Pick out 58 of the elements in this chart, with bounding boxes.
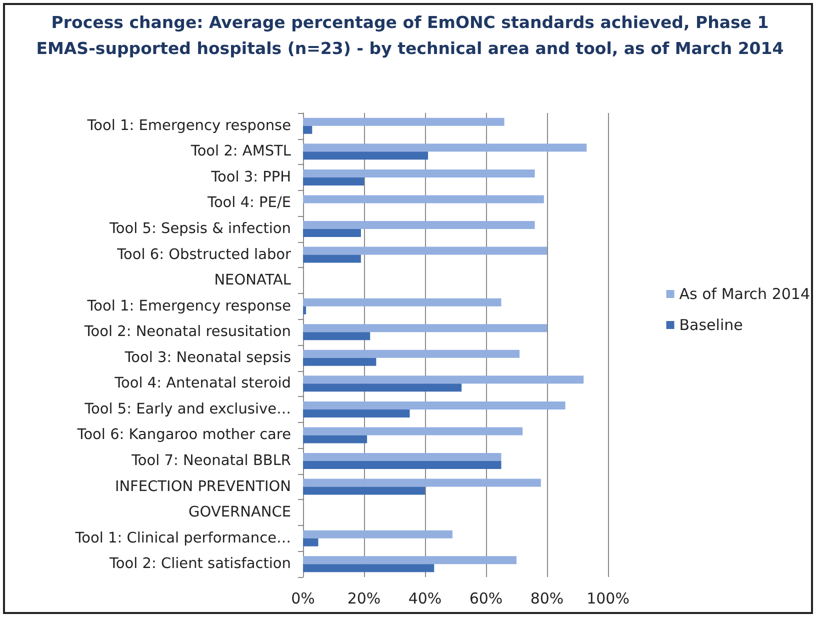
x-tick-label: 100% <box>586 590 630 608</box>
y-tick-label: Tool 5: Sepsis & infection <box>108 221 291 237</box>
bar <box>303 118 504 126</box>
bar <box>303 229 361 237</box>
y-tick-label: Tool 4: PE/E <box>206 195 291 212</box>
legend-label: As of March 2014 <box>679 285 810 303</box>
y-tick-label: Tool 2: Client satisfaction <box>108 556 291 572</box>
bar <box>303 195 544 204</box>
legend-label: Baseline <box>679 316 743 334</box>
bar <box>303 409 410 418</box>
bar <box>303 538 318 546</box>
bar <box>303 401 566 410</box>
bar <box>303 564 434 572</box>
y-tick-label: Tool 2: Neonatal resusitation <box>83 324 291 340</box>
bar <box>303 169 535 178</box>
y-tick-label: Tool 1: Emergency response <box>86 298 292 314</box>
y-tick-label: Tool 3: PPH <box>210 169 291 186</box>
bar <box>303 461 502 469</box>
bar <box>303 556 516 564</box>
chart-title: Process change: Average percentage of EmONC standards achieved, Phase 1 EMAS-supported hospitals (n=23) - by technical area and tool, as of March 2014 <box>35 12 785 60</box>
y-tick-label: INFECTION PREVENTION <box>114 478 291 495</box>
x-tick-label: 0% <box>291 590 315 608</box>
bar <box>303 478 541 487</box>
bar <box>303 486 425 495</box>
bar <box>303 350 520 358</box>
y-tick-label: NEONATAL <box>214 272 291 289</box>
bar <box>303 435 368 444</box>
x-tick-label: 60% <box>469 590 503 608</box>
y-tick-label: GOVERNANCE <box>188 504 291 521</box>
bar <box>303 324 547 332</box>
bar <box>303 427 523 436</box>
y-tick-label: Tool 7: Neonatal BBLR <box>130 453 291 469</box>
bar <box>303 126 312 134</box>
y-tick-label: Tool 5: Early and exclusive… <box>84 401 291 418</box>
bar <box>303 144 587 152</box>
x-tick-label: 80% <box>530 590 564 608</box>
y-tick-label: Tool 6: Obstructed labor <box>116 246 292 263</box>
y-tick-label: Tool 1: Clinical performance… <box>74 530 291 546</box>
y-tick-label: Tool 3: Neonatal sepsis <box>124 350 291 366</box>
bar <box>303 453 502 461</box>
y-tick-label: Tool 4: Antenatal steroid <box>114 376 291 392</box>
bar <box>303 246 547 255</box>
bar <box>303 306 306 314</box>
bar <box>303 298 502 306</box>
y-tick-label: Tool 6: Kangaroo mother care <box>76 427 292 444</box>
x-tick-label: 20% <box>347 590 381 608</box>
bar <box>303 254 361 263</box>
bar <box>303 177 364 186</box>
bar <box>303 376 584 384</box>
bar <box>303 384 462 392</box>
bar <box>303 152 428 160</box>
bar <box>303 530 452 538</box>
bar <box>303 221 535 229</box>
y-tick-label: Tool 2: AMSTL <box>190 144 291 160</box>
bar <box>303 358 376 366</box>
bar <box>303 332 370 340</box>
y-tick-label: Tool 1: Emergency response <box>86 118 292 134</box>
x-tick-label: 40% <box>408 590 442 608</box>
